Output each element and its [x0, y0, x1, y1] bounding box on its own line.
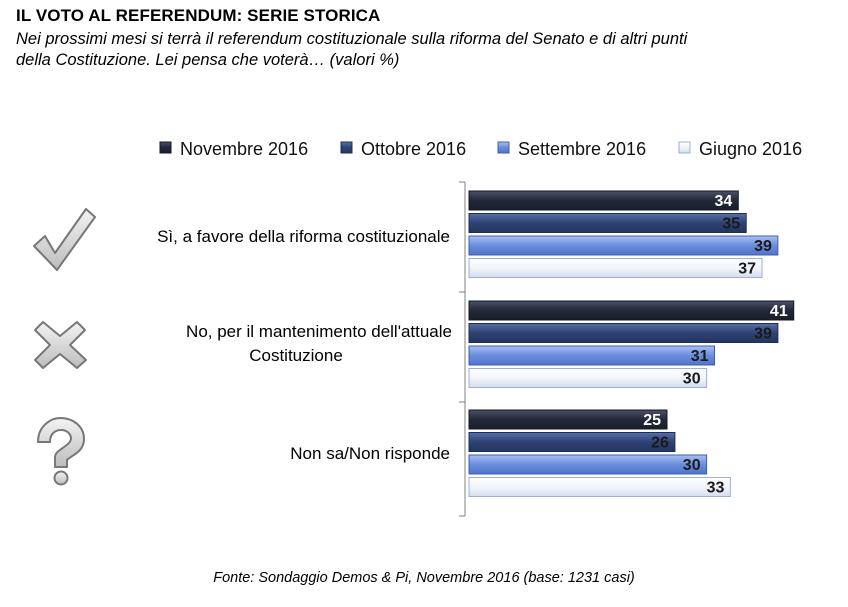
- bar: [468, 190, 739, 211]
- source-note: Fonte: Sondaggio Demos & Pi, Novembre 20…: [213, 570, 635, 586]
- cross-icon: [34, 321, 87, 369]
- legend-swatch: [678, 141, 691, 154]
- subtitle-line-2: della Costituzione. Lei pensa che voterà…: [16, 51, 400, 69]
- data-label: 25: [643, 412, 661, 429]
- data-label: 26: [651, 435, 669, 452]
- data-label: 37: [738, 261, 756, 278]
- chart-subtitle: Nei prossimi mesi si terrà il referendum…: [16, 29, 816, 71]
- legend-label: Settembre 2016: [518, 139, 646, 159]
- bar: [468, 300, 795, 321]
- value-labels: 34 41 25 35 39 26 39 31 30 37 30 33: [643, 193, 788, 497]
- bar: [468, 368, 708, 388]
- bar: [468, 454, 708, 475]
- bar: [468, 477, 731, 497]
- bar: [468, 409, 668, 430]
- bar: [468, 258, 763, 278]
- data-label: 34: [714, 193, 732, 210]
- check-icon: [33, 208, 96, 271]
- legend-swatch: [159, 141, 172, 154]
- subtitle-line-1: Nei prossimi mesi si terrà il referendum…: [16, 30, 688, 48]
- legend-label: Giugno 2016: [699, 139, 802, 159]
- bars: [468, 190, 795, 497]
- data-label: 35: [722, 216, 740, 233]
- question-icon: [37, 417, 85, 486]
- legend-label: Novembre 2016: [180, 139, 308, 159]
- bar: [468, 432, 676, 452]
- chart-title: IL VOTO AL REFERENDUM: SERIE STORICA: [16, 6, 381, 25]
- data-label: 30: [683, 457, 701, 474]
- category-label: Costituzione: [249, 346, 343, 365]
- data-label: 30: [683, 371, 701, 388]
- legend-swatch: [340, 141, 353, 154]
- data-label: 39: [754, 238, 772, 255]
- data-label: 33: [707, 480, 725, 497]
- legend: Novembre 2016 Ottobre 2016 Settembre 2016 G…: [159, 139, 802, 159]
- bar: [468, 345, 716, 366]
- bar: [468, 235, 779, 256]
- bar: [468, 213, 747, 233]
- data-label: 39: [754, 326, 772, 343]
- data-label: 31: [691, 348, 709, 365]
- y-axis: [459, 181, 466, 517]
- category-labels: Sì, a favore della riforma costituzional…: [157, 227, 452, 463]
- legend-label: Ottobre 2016: [361, 139, 466, 159]
- category-label: Sì, a favore della riforma costituzional…: [157, 227, 450, 246]
- legend-swatch: [497, 141, 510, 154]
- category-label: Non sa/Non risponde: [290, 444, 450, 463]
- data-label: 41: [770, 303, 788, 320]
- category-label: No, per il mantenimento dell'attuale: [186, 322, 452, 341]
- bar: [468, 323, 779, 343]
